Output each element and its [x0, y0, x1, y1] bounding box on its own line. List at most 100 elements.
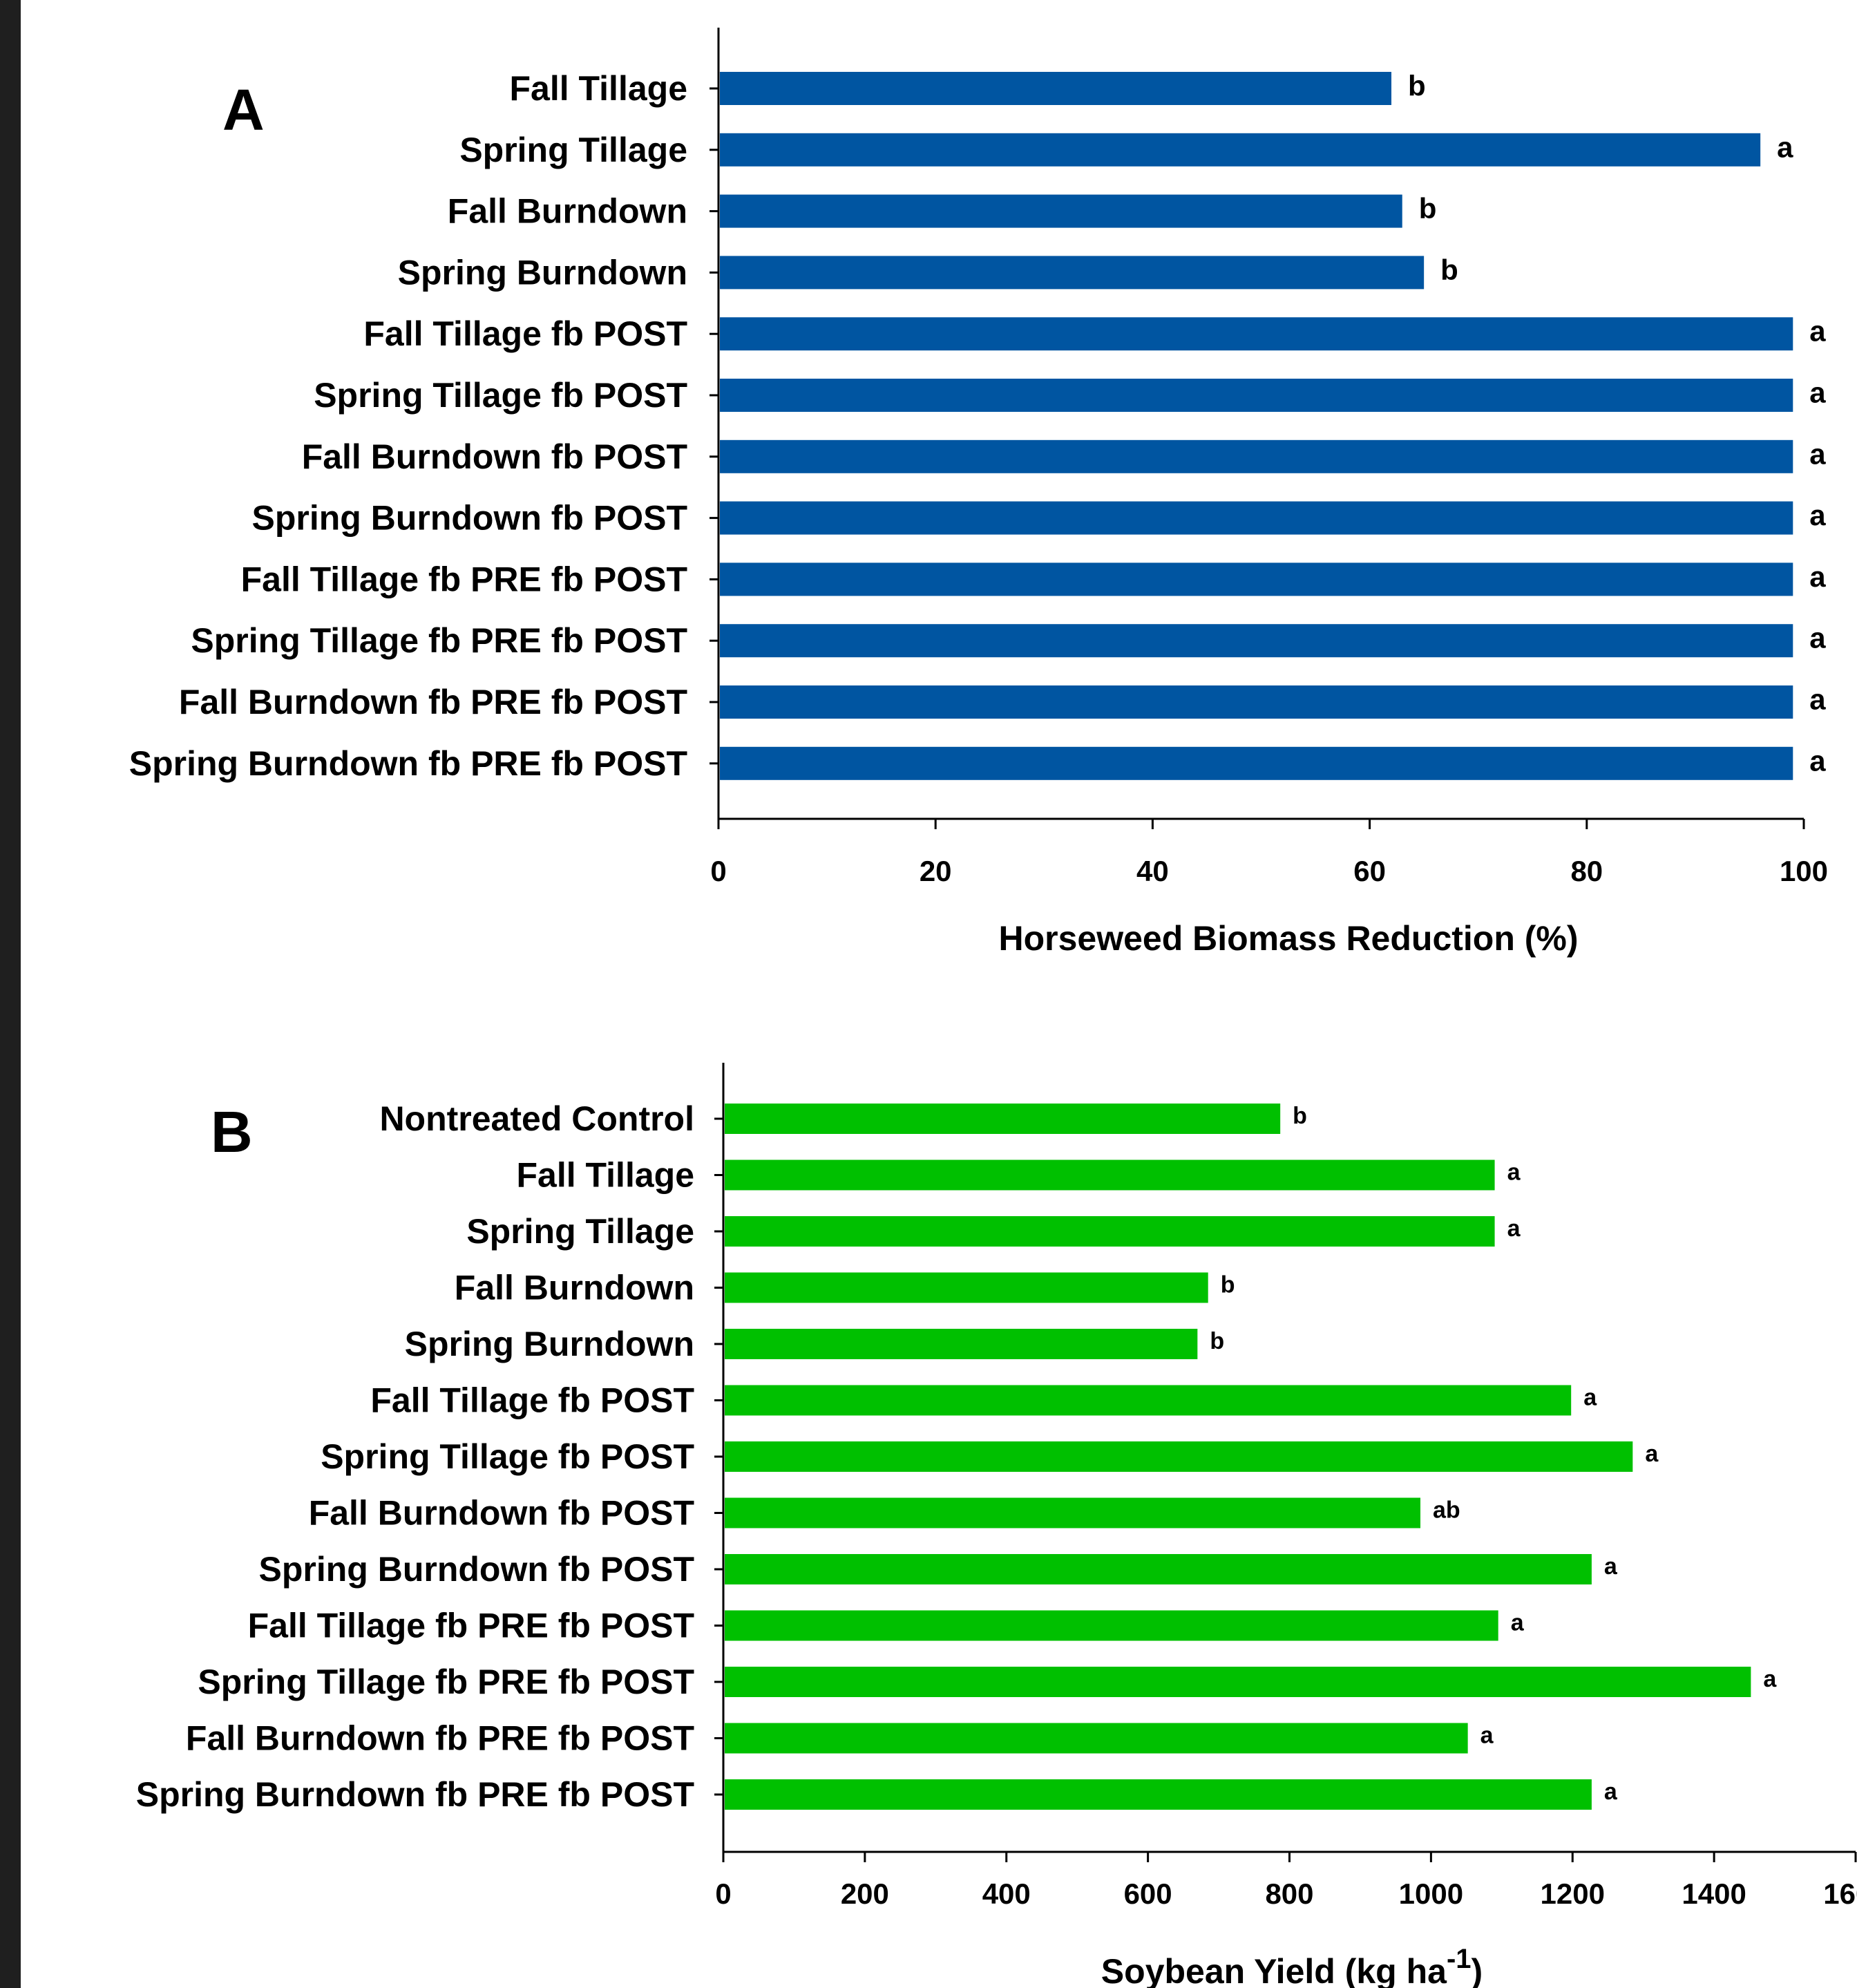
significance-label-b: a [1604, 1553, 1618, 1580]
bar-b [725, 1272, 1208, 1303]
category-label-a: Fall Tillage fb POST [363, 314, 687, 353]
bar-b [725, 1497, 1421, 1528]
category-label-b: Spring Tillage [466, 1212, 694, 1251]
bar-b [725, 1104, 1281, 1134]
category-label-b: Fall Burndown [455, 1269, 694, 1307]
category-label-b: Fall Burndown fb PRE fb POST [186, 1719, 694, 1758]
bar-a [720, 685, 1793, 719]
x-tick-label-a: 100 [1780, 855, 1828, 887]
x-tick-label-b: 0 [715, 1877, 731, 1910]
bar-b [725, 1441, 1633, 1472]
x-axis-title-suffix-b: ) [1472, 1952, 1483, 1988]
significance-label-b: a [1507, 1215, 1521, 1242]
category-label-b: Spring Burndown fb POST [259, 1550, 695, 1589]
x-tick-label-a: 0 [710, 855, 726, 887]
bar-b [725, 1385, 1572, 1416]
significance-label-b: a [1583, 1385, 1597, 1411]
x-axis-title-a: Horseweed Biomass Reduction (%) [998, 919, 1578, 958]
bar-b [725, 1723, 1468, 1754]
significance-label-b: a [1763, 1666, 1777, 1692]
x-tick-label-b: 1400 [1682, 1877, 1746, 1910]
category-label-b: Fall Tillage fb POST [370, 1381, 694, 1420]
significance-label-b: a [1511, 1610, 1525, 1636]
category-label-b: Spring Burndown fb PRE fb POST [136, 1775, 694, 1814]
bar-a [720, 317, 1793, 351]
bar-b [725, 1779, 1592, 1810]
bar-b [725, 1329, 1198, 1359]
bar-a [720, 624, 1793, 658]
bar-a [720, 562, 1793, 596]
panel-label-b: B [211, 1099, 253, 1164]
category-label-a: Fall Burndown fb POST [302, 437, 687, 476]
category-label-a: Spring Tillage fb POST [314, 376, 687, 415]
bar-a [720, 194, 1402, 228]
category-label-b: Fall Burndown fb POST [309, 1494, 694, 1533]
significance-label-b: ab [1433, 1497, 1460, 1524]
category-label-a: Spring Burndown fb PRE fb POST [129, 744, 687, 783]
bar-a [720, 379, 1793, 412]
x-tick-label-a: 80 [1570, 855, 1603, 887]
category-label-a: Spring Tillage fb PRE fb POST [191, 621, 687, 660]
bar-a [720, 501, 1793, 535]
significance-label-a: b [1440, 254, 1458, 286]
category-label-a: Spring Burndown [398, 253, 687, 292]
significance-label-b: b [1221, 1272, 1235, 1298]
category-label-b: Spring Burndown [405, 1325, 694, 1363]
bar-b [725, 1554, 1592, 1584]
category-label-b: Spring Tillage fb PRE fb POST [198, 1663, 694, 1701]
category-label-a: Fall Burndown [448, 192, 687, 231]
significance-label-a: b [1419, 192, 1437, 225]
category-label-b: Fall Tillage [517, 1156, 695, 1195]
bar-a [720, 439, 1793, 473]
significance-label-a: a [1809, 683, 1826, 716]
bar-b [725, 1216, 1495, 1247]
significance-label-a: a [1809, 622, 1826, 654]
significance-label-b: a [1604, 1779, 1618, 1805]
significance-label-b: a [1645, 1441, 1659, 1467]
x-tick-label-a: 60 [1353, 855, 1386, 887]
bar-b [725, 1159, 1495, 1191]
x-tick-label-b: 1200 [1541, 1877, 1605, 1910]
category-label-b: Nontreated Control [379, 1099, 694, 1138]
significance-label-a: a [1809, 744, 1826, 777]
x-axis-title-b: Soybean Yield (kg ha-1) [1101, 1944, 1483, 1988]
significance-label-a: a [1809, 377, 1826, 409]
category-label-a: Spring Burndown fb POST [252, 499, 688, 538]
bar-b [725, 1667, 1751, 1697]
panel-label-a: A [222, 77, 265, 142]
x-axis-title-superscript-b: -1 [1447, 1944, 1472, 1974]
significance-label-b: a [1480, 1723, 1494, 1749]
x-axis-title-text-b: Soybean Yield (kg ha [1101, 1952, 1447, 1988]
category-label-a: Fall Tillage fb PRE fb POST [241, 560, 687, 598]
category-label-a: Fall Tillage [510, 69, 688, 108]
x-tick-label-b: 1000 [1399, 1877, 1463, 1910]
x-tick-label-a: 20 [920, 855, 952, 887]
bar-a [720, 256, 1425, 290]
chart-panel-a: Fall Tillage b Spring Tillage a Fall Burndow… [129, 28, 1828, 958]
significance-label-b: a [1507, 1159, 1521, 1186]
bar-b [725, 1610, 1498, 1641]
x-tick-label-b: 400 [982, 1877, 1031, 1910]
category-label-b: Spring Tillage fb POST [321, 1437, 694, 1476]
significance-label-a: a [1777, 131, 1793, 163]
x-tick-label-a: 40 [1136, 855, 1169, 887]
significance-label-b: b [1210, 1328, 1224, 1354]
bar-a [720, 746, 1793, 780]
x-axis-title-text-a: Horseweed Biomass Reduction (%) [998, 919, 1578, 958]
x-tick-label-b: 1600 [1823, 1877, 1857, 1910]
category-label-b: Fall Tillage fb PRE fb POST [248, 1607, 694, 1645]
chart-panel-b: Nontreated Control b Fall Tillage a Spring T… [136, 1063, 1857, 1988]
left-edge-strip [0, 0, 21, 1988]
category-label-a: Spring Tillage [459, 131, 687, 169]
bar-a [720, 133, 1761, 167]
category-label-a: Fall Burndown fb PRE fb POST [179, 683, 687, 721]
bar-a [720, 72, 1392, 105]
significance-label-b: b [1293, 1103, 1307, 1129]
x-tick-label-b: 200 [841, 1877, 889, 1910]
x-tick-label-b: 800 [1265, 1877, 1313, 1910]
significance-label-a: a [1809, 499, 1826, 531]
significance-label-a: a [1809, 315, 1826, 348]
significance-label-a: a [1809, 437, 1826, 470]
x-tick-label-b: 600 [1124, 1877, 1172, 1910]
